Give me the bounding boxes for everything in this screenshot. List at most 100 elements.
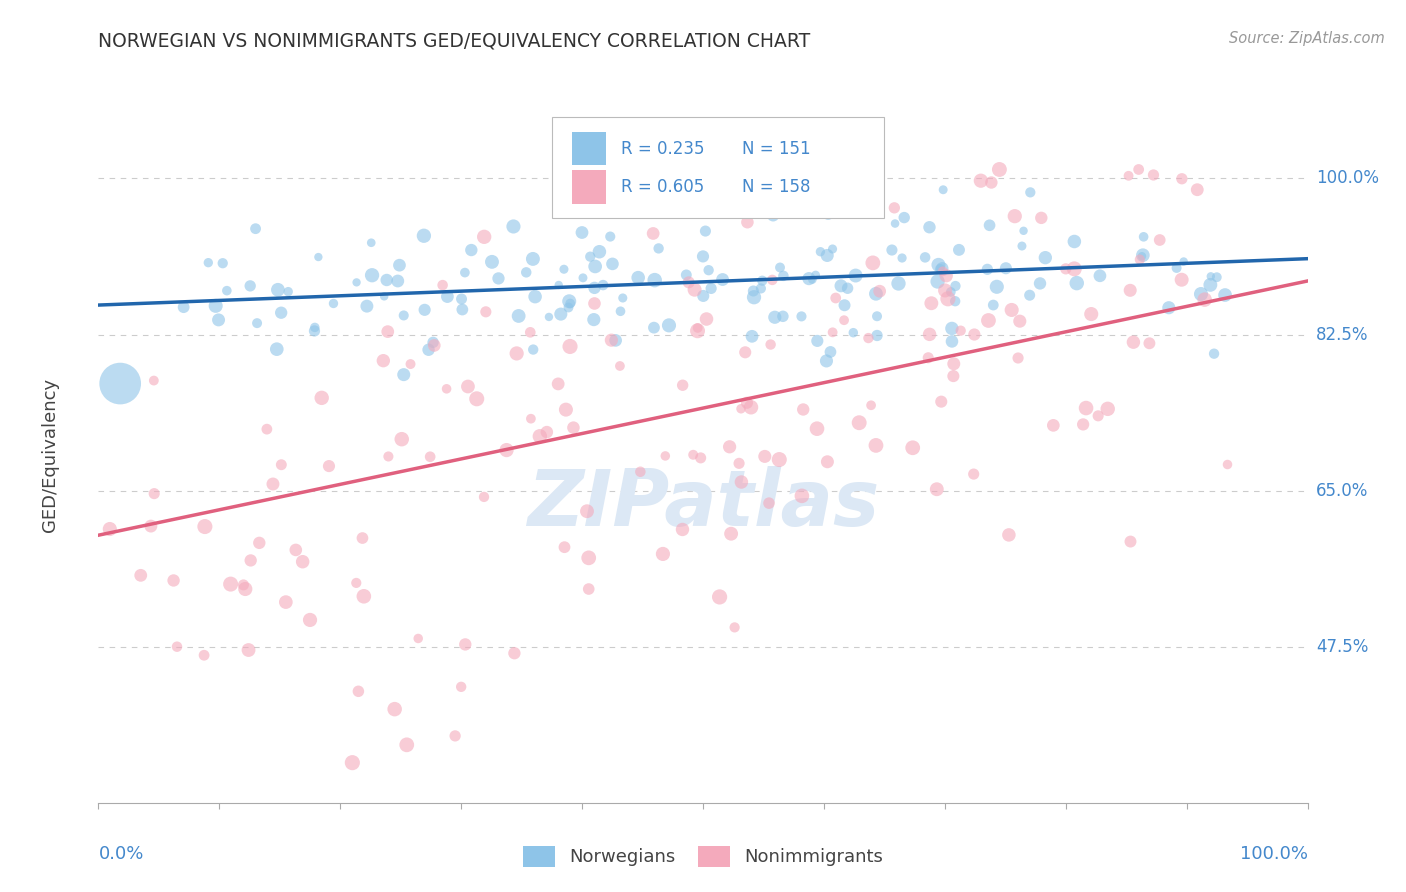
Point bbox=[740, 401, 762, 415]
Point bbox=[804, 268, 827, 282]
Point bbox=[1130, 249, 1153, 263]
Point bbox=[239, 278, 262, 293]
FancyBboxPatch shape bbox=[572, 170, 606, 203]
Point bbox=[267, 283, 290, 297]
Point bbox=[488, 271, 510, 285]
Point bbox=[377, 450, 399, 464]
Point bbox=[1071, 417, 1094, 432]
Point bbox=[270, 458, 292, 472]
Point bbox=[737, 215, 759, 229]
Text: 65.0%: 65.0% bbox=[1316, 482, 1368, 500]
Point bbox=[821, 242, 844, 256]
Point bbox=[801, 272, 824, 286]
Point bbox=[1029, 277, 1052, 291]
Point bbox=[284, 543, 307, 558]
Point bbox=[918, 327, 941, 342]
Point bbox=[515, 265, 537, 279]
Point bbox=[730, 401, 752, 416]
Point bbox=[929, 262, 952, 277]
Point bbox=[346, 276, 368, 290]
Point bbox=[1199, 269, 1222, 284]
Point bbox=[520, 411, 543, 425]
Point bbox=[388, 258, 411, 272]
Point bbox=[600, 333, 623, 347]
Point bbox=[869, 284, 891, 298]
Point bbox=[1216, 458, 1239, 472]
Point bbox=[700, 281, 723, 295]
Point bbox=[834, 298, 856, 312]
Point bbox=[522, 252, 544, 266]
Point bbox=[553, 262, 575, 277]
Point bbox=[419, 450, 441, 464]
Point bbox=[162, 574, 184, 588]
Point bbox=[1173, 254, 1195, 268]
Point bbox=[723, 620, 745, 634]
Point bbox=[720, 526, 742, 541]
Point bbox=[643, 320, 665, 334]
Point bbox=[925, 482, 948, 496]
Point bbox=[579, 250, 602, 264]
Point bbox=[475, 305, 498, 319]
Point bbox=[914, 251, 936, 265]
Point bbox=[311, 391, 333, 405]
Point bbox=[837, 281, 859, 295]
Point bbox=[387, 274, 409, 288]
Point bbox=[142, 374, 165, 388]
Point bbox=[436, 382, 458, 396]
Point bbox=[866, 310, 889, 324]
Point bbox=[553, 540, 575, 554]
Point bbox=[936, 292, 959, 306]
Point bbox=[536, 425, 558, 439]
Point bbox=[734, 345, 756, 359]
Point bbox=[769, 260, 792, 275]
Point bbox=[139, 519, 162, 533]
Point bbox=[583, 281, 606, 295]
Point bbox=[772, 310, 794, 324]
Point bbox=[929, 394, 952, 409]
Point bbox=[307, 250, 329, 264]
Point bbox=[970, 174, 993, 188]
Point bbox=[832, 313, 855, 327]
Point bbox=[444, 729, 467, 743]
Point bbox=[609, 304, 631, 318]
Point bbox=[555, 402, 578, 417]
Point bbox=[806, 334, 828, 348]
Text: 47.5%: 47.5% bbox=[1316, 638, 1368, 656]
Point bbox=[1189, 287, 1212, 301]
Point bbox=[360, 235, 382, 250]
Point bbox=[730, 475, 752, 489]
Point bbox=[108, 376, 131, 391]
Point bbox=[395, 738, 418, 752]
Point bbox=[945, 279, 967, 293]
Point bbox=[537, 310, 560, 324]
Point bbox=[373, 353, 395, 368]
Point bbox=[298, 613, 321, 627]
Point bbox=[943, 294, 966, 309]
Point bbox=[820, 345, 842, 359]
Point bbox=[612, 291, 634, 305]
Point bbox=[683, 283, 706, 297]
Point bbox=[609, 359, 631, 373]
Point bbox=[454, 637, 477, 651]
Point bbox=[588, 244, 610, 259]
Point bbox=[238, 643, 260, 657]
Point bbox=[718, 440, 741, 454]
Point bbox=[274, 595, 297, 609]
Point bbox=[651, 547, 673, 561]
Point bbox=[758, 496, 780, 510]
Point bbox=[893, 211, 915, 225]
Point bbox=[503, 646, 526, 660]
Point bbox=[1097, 401, 1119, 416]
Point bbox=[963, 467, 986, 481]
Point bbox=[728, 456, 751, 470]
Text: NORWEGIAN VS NONIMMIGRANTS GED/EQUIVALENCY CORRELATION CHART: NORWEGIAN VS NONIMMIGRANTS GED/EQUIVALEN… bbox=[98, 31, 811, 50]
Point bbox=[239, 553, 262, 567]
Point bbox=[322, 296, 344, 310]
Point bbox=[207, 313, 229, 327]
FancyBboxPatch shape bbox=[551, 118, 884, 219]
Point bbox=[576, 504, 599, 518]
Point bbox=[1054, 261, 1077, 276]
Point bbox=[815, 455, 838, 469]
Point bbox=[917, 351, 939, 365]
Point bbox=[454, 266, 477, 280]
